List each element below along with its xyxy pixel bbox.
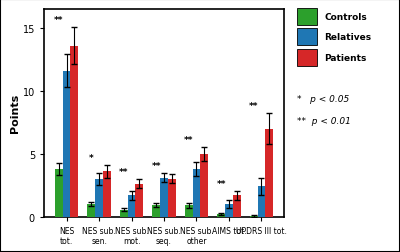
Bar [225, 204, 233, 217]
Bar [128, 196, 136, 217]
Bar [233, 196, 241, 217]
Text: **: ** [249, 102, 258, 111]
Text: **  p < 0.01: ** p < 0.01 [297, 116, 351, 125]
Bar [87, 204, 95, 217]
Bar [160, 178, 168, 217]
Bar [265, 129, 273, 217]
Bar [185, 205, 192, 217]
Text: **: ** [54, 16, 64, 24]
FancyBboxPatch shape [297, 50, 317, 67]
Bar [250, 216, 258, 217]
Bar [152, 205, 160, 217]
Y-axis label: Points: Points [10, 94, 20, 133]
Text: **: ** [152, 162, 161, 170]
Bar [136, 184, 143, 217]
Text: **: ** [184, 135, 194, 144]
Text: *: * [89, 153, 94, 162]
Text: **: ** [119, 168, 128, 177]
Bar [120, 210, 128, 217]
Text: Relatives: Relatives [324, 33, 372, 42]
Bar [103, 172, 111, 217]
Bar [192, 169, 200, 217]
Text: **: ** [216, 179, 226, 188]
Bar [217, 214, 225, 217]
Bar [63, 72, 70, 217]
Bar [95, 179, 103, 217]
Text: Controls: Controls [324, 13, 367, 21]
Bar [258, 187, 265, 217]
Bar [200, 154, 208, 217]
FancyBboxPatch shape [297, 29, 317, 46]
Text: Patients: Patients [324, 54, 367, 63]
FancyBboxPatch shape [297, 9, 317, 26]
Bar [70, 46, 78, 217]
Bar [168, 179, 176, 217]
Bar [55, 169, 63, 217]
Text: *   p < 0.05: * p < 0.05 [297, 94, 350, 103]
